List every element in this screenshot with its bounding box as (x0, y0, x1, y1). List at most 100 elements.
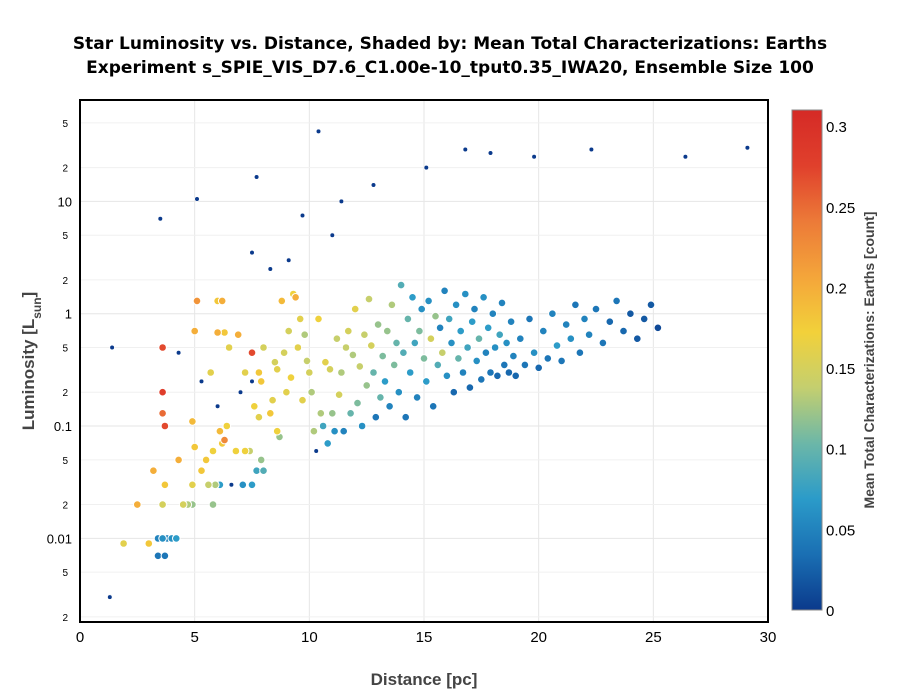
data-point (237, 389, 244, 395)
data-point (502, 338, 511, 348)
data-point (520, 360, 530, 370)
data-point (267, 266, 273, 272)
data-point (486, 368, 495, 377)
data-point (584, 330, 594, 340)
x-axis-ticks: 0 5 10 15 20 25 30 (76, 629, 777, 646)
data-point (380, 377, 390, 386)
data-point (462, 146, 468, 153)
colorbar (791, 109, 823, 611)
data-point (548, 309, 557, 319)
data-point (619, 326, 628, 336)
y-tick-label: 0.01 (47, 531, 72, 546)
data-point (240, 368, 250, 377)
data-point (314, 314, 323, 324)
y-minor-tick-label: 5 (62, 456, 68, 467)
data-point (133, 500, 142, 509)
x-axis-title: Distance [pc] (371, 670, 478, 689)
data-point (206, 368, 215, 377)
data-point (509, 351, 518, 361)
data-point (157, 216, 163, 222)
data-point (362, 381, 372, 390)
data-point (224, 343, 234, 352)
data-point (293, 343, 303, 352)
data-point (201, 455, 211, 465)
data-point (426, 334, 436, 344)
data-point (376, 393, 385, 402)
data-point (249, 250, 255, 256)
chart-title-line1: Star Luminosity vs. Distance, Shaded by:… (72, 34, 828, 54)
data-point (158, 387, 167, 397)
data-point (222, 421, 232, 431)
data-point (447, 338, 456, 348)
chart-title-line2: Experiment s_SPIE_VIS_D7.6_C1.00e-10_tpu… (86, 58, 814, 78)
data-point (316, 409, 326, 418)
data-point (461, 289, 470, 299)
y-axis-title-sub: sun (30, 297, 44, 318)
data-point (174, 455, 183, 465)
data-point (454, 354, 463, 363)
data-point (438, 348, 447, 358)
chart-title: Star Luminosity vs. Distance, Shaded by:… (0, 32, 900, 80)
data-point (412, 393, 422, 402)
data-point (467, 317, 477, 327)
data-point (479, 293, 488, 302)
data-point (247, 348, 257, 358)
data-point (472, 356, 482, 366)
data-point (346, 409, 355, 418)
data-point (561, 320, 571, 329)
data-point (272, 365, 282, 374)
data-point (337, 368, 346, 377)
data-point (539, 326, 548, 336)
data-point (282, 387, 291, 397)
data-point (367, 341, 376, 350)
data-point (442, 371, 452, 381)
data-point (217, 296, 227, 306)
data-point (338, 198, 345, 204)
data-point (424, 296, 433, 306)
data-point (481, 348, 491, 358)
data-point (328, 409, 337, 418)
data-point (279, 348, 289, 358)
data-point (571, 300, 580, 310)
y-tick-label: 0.1 (54, 419, 72, 434)
data-point (525, 314, 534, 324)
x-tick-label: 10 (301, 629, 318, 646)
data-point (178, 500, 188, 509)
data-point (463, 343, 472, 352)
x-tick-label: 0 (76, 629, 84, 646)
colorbar-tick-label: 0 (826, 603, 834, 620)
data-point (158, 534, 167, 543)
data-point (417, 304, 427, 314)
data-point (350, 304, 360, 314)
data-point (487, 150, 494, 156)
data-point (213, 328, 222, 337)
data-point (373, 320, 383, 329)
data-point (531, 154, 537, 160)
data-point (557, 356, 566, 366)
data-point (633, 334, 642, 344)
data-point (415, 326, 424, 336)
data-point (198, 378, 205, 385)
data-point (188, 480, 197, 490)
data-point (588, 146, 595, 153)
data-point (399, 348, 408, 358)
data-point (325, 365, 335, 374)
data-point (598, 338, 608, 348)
data-point (250, 402, 259, 411)
data-points (107, 128, 751, 600)
data-point (208, 500, 218, 509)
data-point (490, 343, 500, 352)
data-point (410, 338, 420, 348)
data-point (192, 296, 202, 306)
data-point (300, 330, 310, 340)
y-axis-title-end: ] (19, 292, 38, 298)
y-axis-ticks: 0.01 0.1 1 10 2 5 2 5 2 5 2 5 2 5 (47, 119, 72, 624)
data-point (653, 323, 663, 333)
data-point (405, 368, 415, 377)
data-point (144, 539, 154, 548)
data-point (321, 357, 330, 367)
colorbar-tick-label: 0.05 (826, 522, 855, 539)
data-point (506, 317, 516, 327)
data-point (646, 300, 656, 310)
